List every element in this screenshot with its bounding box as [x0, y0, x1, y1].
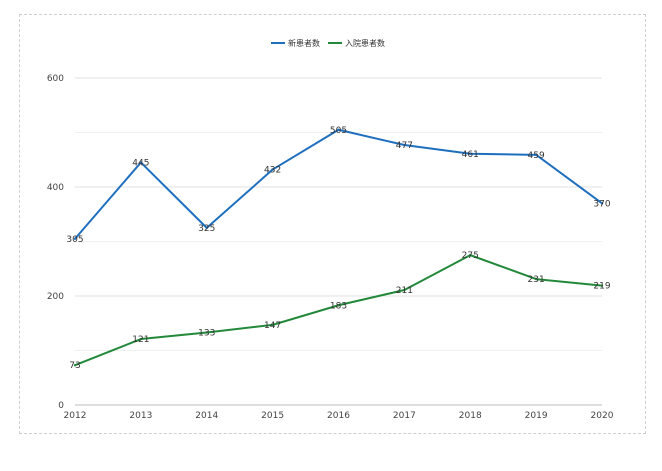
legend-entry-1[interactable]: 新患者数	[288, 38, 320, 48]
data-label: 73	[69, 361, 80, 371]
data-point	[403, 143, 406, 147]
x-tick-label: 2018	[459, 411, 482, 421]
x-tick-label: 2014	[195, 411, 218, 421]
x-tick-label: 2019	[525, 411, 548, 421]
y-tick-label: 600	[47, 74, 64, 84]
data-label: 432	[264, 166, 281, 176]
data-point	[271, 323, 274, 327]
chart-frame	[19, 14, 646, 434]
data-point	[73, 237, 77, 240]
data-label: 133	[198, 329, 215, 339]
data-label: 147	[264, 321, 281, 331]
data-label: 231	[528, 275, 545, 285]
y-tick-label: 0	[58, 401, 64, 411]
y-tick-label: 400	[47, 183, 64, 193]
x-tick-label: 2017	[393, 411, 416, 421]
grid-lines	[75, 77, 602, 406]
data-point	[73, 364, 77, 367]
data-label: 183	[330, 301, 347, 311]
series-line-1	[74, 128, 603, 240]
data-point	[600, 202, 604, 205]
x-tick-label: 2020	[591, 411, 614, 421]
data-label: 211	[396, 286, 413, 296]
data-label: 505	[330, 126, 347, 136]
legend[interactable]: 新患者数 入院患者数	[271, 38, 385, 48]
data-point	[534, 153, 538, 157]
data-label: 325	[198, 224, 215, 234]
data-label: 121	[132, 335, 149, 345]
data-label: 219	[593, 282, 610, 292]
data-point	[337, 304, 340, 307]
data-point	[534, 277, 538, 281]
data-label: 370	[593, 199, 610, 209]
data-label: 445	[132, 158, 149, 168]
y-axis: 0 200 400 600	[47, 74, 64, 411]
x-tick-label: 2012	[64, 411, 87, 421]
data-labels: 305 445 325 432 505 477 461 459 370 73 121 133 147 18…	[66, 126, 610, 371]
data-point	[139, 161, 143, 164]
x-tick-label: 2016	[327, 411, 350, 421]
data-point	[469, 253, 472, 257]
legend-entry-2[interactable]: 入院患者数	[345, 38, 385, 48]
data-point	[139, 337, 143, 341]
y-tick-label: 200	[47, 292, 64, 302]
data-label: 275	[462, 251, 479, 261]
data-point	[469, 152, 472, 155]
data-label: 459	[528, 151, 545, 161]
data-point	[337, 128, 340, 131]
data-point	[271, 168, 274, 171]
data-point	[205, 226, 208, 230]
data-point	[600, 284, 604, 287]
x-tick-label: 2013	[129, 411, 152, 421]
data-point	[403, 288, 406, 292]
x-axis: 2012 2013 2014 2015 2016 2017 2018 2019 2020	[64, 411, 614, 421]
data-label: 461	[462, 150, 479, 160]
series-lines	[73, 128, 604, 367]
data-label: 305	[66, 235, 83, 245]
data-point	[205, 331, 208, 334]
x-tick-label: 2015	[261, 411, 284, 421]
data-label: 477	[396, 141, 413, 151]
